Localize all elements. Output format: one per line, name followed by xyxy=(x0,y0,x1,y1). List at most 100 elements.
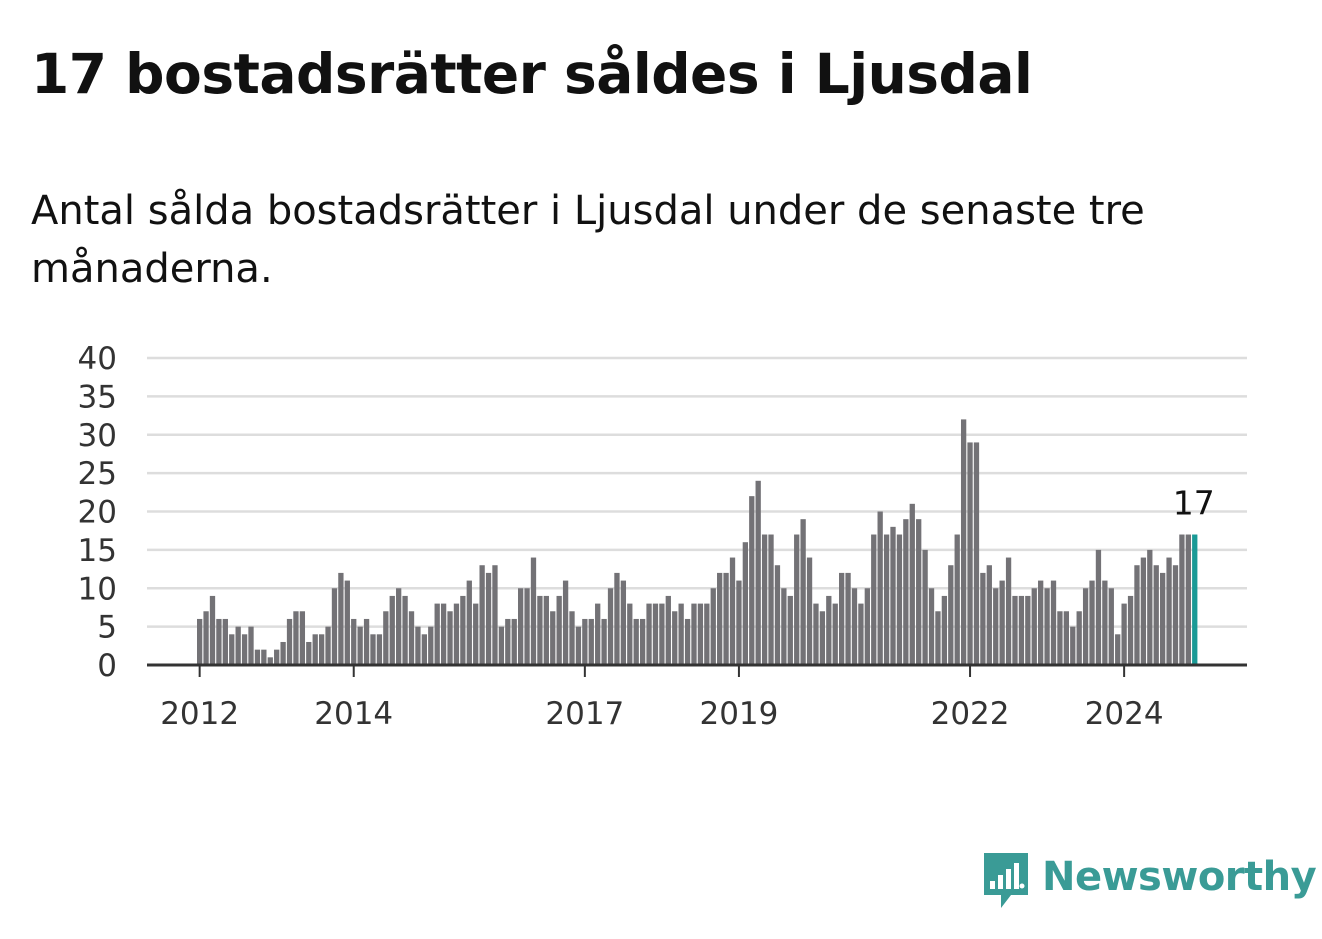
bar xyxy=(1089,580,1095,665)
bar xyxy=(903,519,909,665)
bar xyxy=(248,626,254,666)
bar xyxy=(383,611,389,665)
bar xyxy=(607,588,614,665)
bar xyxy=(1025,595,1031,665)
bar xyxy=(485,572,492,665)
x-tick-label: 2012 xyxy=(160,696,239,732)
bar xyxy=(678,603,684,665)
bar xyxy=(254,649,261,665)
bar xyxy=(428,626,434,666)
gridlines xyxy=(147,356,1247,628)
bar xyxy=(614,572,620,665)
bar xyxy=(524,588,530,665)
bar xyxy=(550,611,556,665)
bar xyxy=(498,626,505,666)
bar xyxy=(697,603,704,665)
bar xyxy=(556,595,562,665)
bar xyxy=(235,626,241,666)
x-tick-label: 2024 xyxy=(1085,696,1164,732)
bar xyxy=(582,618,588,665)
bar xyxy=(858,603,864,665)
bar xyxy=(883,534,890,665)
bar xyxy=(569,611,575,665)
bar xyxy=(993,588,999,665)
bar xyxy=(1172,565,1179,665)
bar xyxy=(1115,634,1121,665)
bar xyxy=(229,634,235,665)
bar xyxy=(890,526,896,665)
newsworthy-bar-chart-bubble-icon xyxy=(984,853,1028,908)
bar xyxy=(318,634,325,665)
y-tick-label: 25 xyxy=(78,456,117,492)
bar xyxy=(864,588,870,665)
bar xyxy=(877,511,883,665)
bar xyxy=(389,595,395,665)
bar xyxy=(280,641,286,665)
bar xyxy=(473,603,479,665)
bar xyxy=(941,595,948,665)
bar xyxy=(402,595,408,665)
bar xyxy=(704,603,710,665)
bar xyxy=(241,634,248,665)
x-axis xyxy=(147,663,1247,677)
bar xyxy=(562,580,569,665)
bar xyxy=(652,603,659,665)
bar xyxy=(1147,549,1153,666)
y-tick-label: 35 xyxy=(78,379,117,415)
bar xyxy=(312,634,318,665)
bar xyxy=(1057,611,1063,665)
bar xyxy=(909,503,915,665)
bar xyxy=(466,580,472,665)
bar xyxy=(717,572,723,665)
bar xyxy=(396,588,402,665)
bar xyxy=(415,626,421,666)
bar xyxy=(1095,549,1102,666)
bar xyxy=(800,519,806,665)
bar xyxy=(421,634,427,665)
x-tick-label: 2017 xyxy=(545,696,624,732)
bar xyxy=(1070,626,1076,666)
bar xyxy=(376,634,383,665)
bar xyxy=(530,557,537,665)
brand-name: Newsworthy xyxy=(1042,854,1317,900)
bar xyxy=(1018,595,1025,665)
bar xyxy=(755,480,761,665)
bar xyxy=(267,657,273,665)
bar xyxy=(665,595,671,665)
bar xyxy=(627,603,633,665)
bar xyxy=(1005,557,1012,665)
bar xyxy=(684,618,691,665)
bar xyxy=(408,611,415,665)
bar xyxy=(1102,580,1108,665)
bar xyxy=(543,595,549,665)
bar xyxy=(575,626,582,666)
bar xyxy=(723,572,729,665)
bar xyxy=(261,649,267,665)
bar xyxy=(370,634,376,665)
bar xyxy=(209,595,216,665)
bar xyxy=(646,603,652,665)
bar xyxy=(960,419,967,665)
bar xyxy=(819,611,826,665)
bar xyxy=(659,603,665,665)
bar xyxy=(1031,588,1037,665)
bar xyxy=(639,618,646,665)
bar xyxy=(839,572,845,665)
bar xyxy=(1140,557,1147,665)
bar xyxy=(492,565,498,665)
bar xyxy=(774,565,781,665)
bar xyxy=(1044,588,1050,665)
bar xyxy=(434,603,440,665)
bar xyxy=(293,611,299,665)
latest-value-label: 17 xyxy=(1173,484,1215,523)
x-tick-label: 2014 xyxy=(314,696,393,732)
bar xyxy=(286,618,293,665)
bar xyxy=(197,618,203,665)
bar xyxy=(999,580,1005,665)
bar xyxy=(1179,534,1185,665)
bar xyxy=(1050,580,1057,665)
bar xyxy=(274,649,280,665)
bar xyxy=(896,534,903,665)
bar xyxy=(672,611,678,665)
